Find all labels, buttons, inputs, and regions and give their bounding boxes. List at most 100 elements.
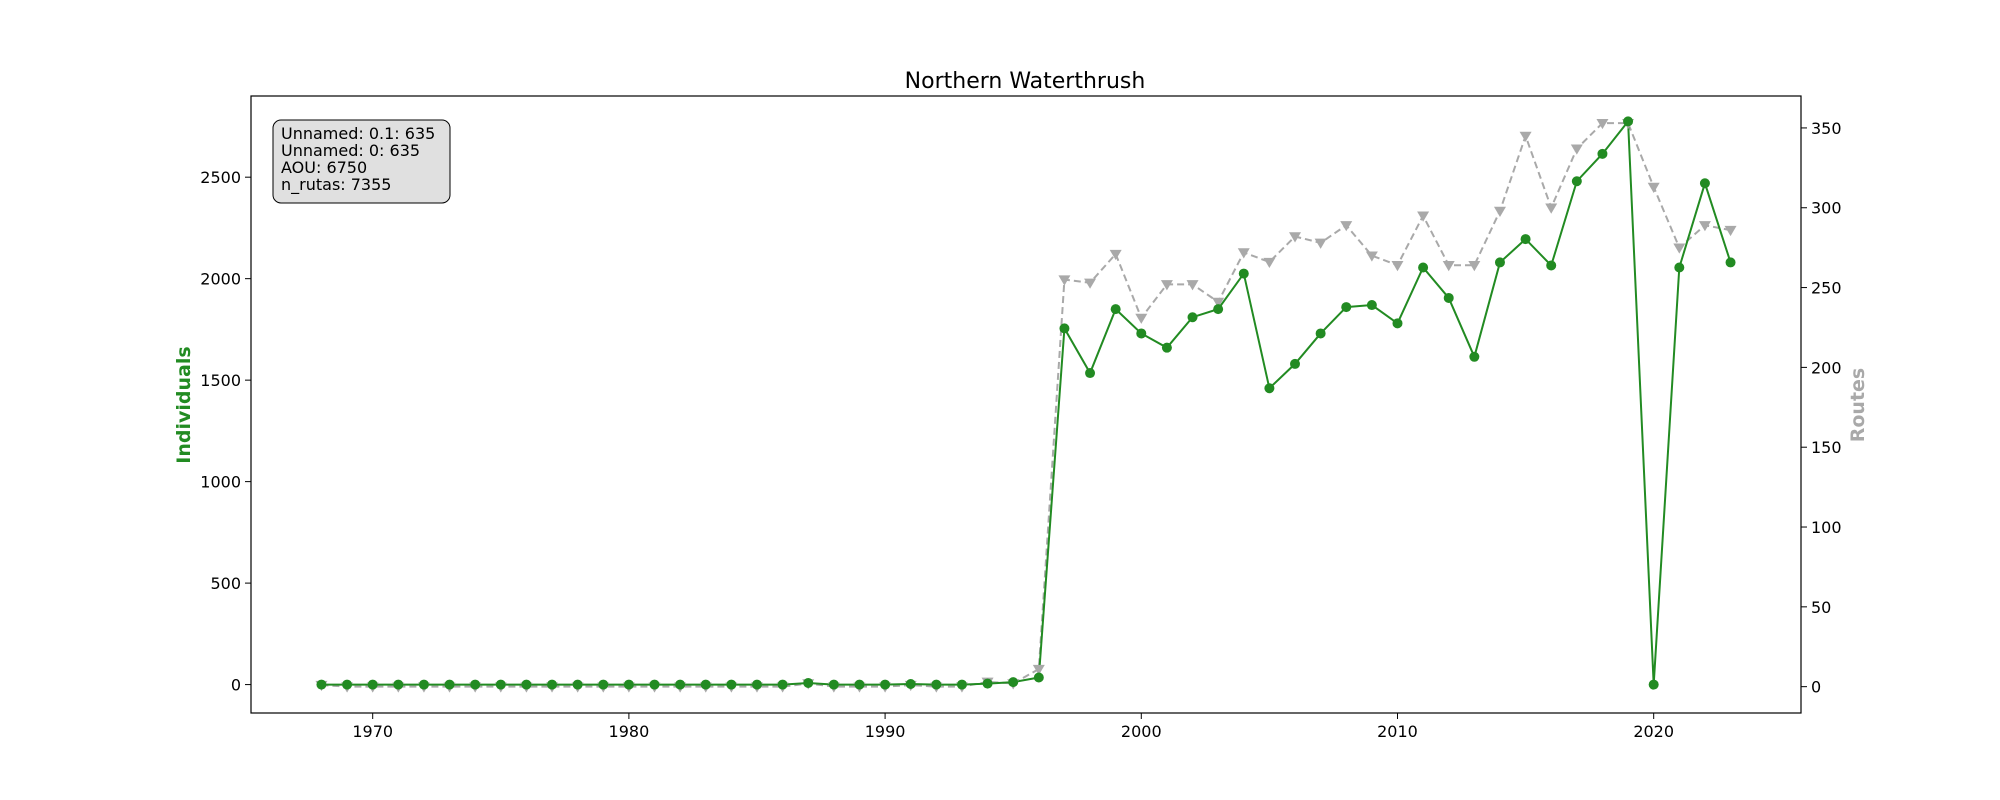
routes-marker <box>1519 131 1532 142</box>
individuals-marker <box>931 679 942 690</box>
individuals-marker <box>418 679 429 690</box>
individuals-marker <box>751 679 762 690</box>
individuals-marker <box>1008 677 1019 688</box>
individuals-marker <box>342 679 353 690</box>
routes-marker <box>1084 278 1097 289</box>
individuals-marker <box>547 679 558 690</box>
individuals-marker <box>1110 304 1121 315</box>
individuals-marker <box>1674 262 1685 273</box>
y-axis-left: 0 500 1000 1500 2000 2500 <box>200 168 251 695</box>
routes-marker <box>1135 313 1148 324</box>
y-left-tick-label: 2000 <box>200 270 241 289</box>
individuals-marker <box>1699 178 1710 189</box>
individuals-marker <box>1366 300 1377 311</box>
routes-marker <box>1724 225 1737 237</box>
y-right-tick-label: 150 <box>1811 438 1842 457</box>
individuals-marker <box>1443 292 1454 303</box>
routes-marker <box>1237 248 1250 259</box>
individuals-marker <box>1213 304 1224 315</box>
routes-marker <box>1365 251 1378 262</box>
routes-marker <box>1314 238 1327 249</box>
y-right-tick-label: 350 <box>1811 119 1842 138</box>
routes-marker <box>1468 261 1481 272</box>
routes-marker <box>1596 118 1609 130</box>
individuals-marker <box>1494 257 1505 268</box>
routes-marker <box>1340 221 1353 232</box>
info-line-unnamed-0: Unnamed: 0: 635 <box>281 141 420 160</box>
y-axis-left-label: Individuals <box>173 346 195 463</box>
individuals-marker <box>675 679 686 690</box>
routes-marker <box>1673 243 1686 254</box>
x-tick-label: 2020 <box>1633 722 1674 741</box>
x-axis: 1970 1980 1990 2000 2010 2020 <box>352 713 1674 741</box>
individuals-line <box>321 118 1732 686</box>
y-right-tick-label: 100 <box>1811 518 1842 537</box>
individuals-marker <box>1315 328 1326 339</box>
y-right-tick-label: 0 <box>1811 678 1821 697</box>
individuals-marker <box>1264 383 1275 394</box>
y-left-tick-label: 2500 <box>200 168 241 187</box>
routes-marker <box>1032 664 1045 676</box>
individuals-marker <box>828 679 839 690</box>
individuals-marker <box>1238 268 1249 279</box>
individuals-marker <box>1520 234 1531 245</box>
routes-marker <box>1391 261 1404 272</box>
individuals-marker <box>726 679 737 690</box>
individuals-marker <box>1725 257 1736 268</box>
info-line-aou: AOU: 6750 <box>281 158 367 177</box>
y-right-tick-label: 300 <box>1811 199 1842 218</box>
individuals-marker <box>1623 116 1634 127</box>
individuals-marker <box>316 679 327 690</box>
individuals-marker <box>956 679 967 690</box>
individuals-marker <box>649 679 660 690</box>
routes-marker <box>1698 221 1711 232</box>
y-axis-right-label: Routes <box>1847 368 1869 443</box>
routes-marker <box>1570 144 1583 155</box>
routes-marker <box>1160 280 1173 291</box>
routes-marker <box>1442 261 1455 272</box>
routes-line <box>321 122 1731 688</box>
individuals-marker <box>982 678 993 689</box>
individuals-marker <box>1033 672 1044 683</box>
info-line-n-rutas: n_rutas: 7355 <box>281 175 391 195</box>
individuals-marker <box>1187 312 1198 323</box>
individuals-marker <box>393 679 404 690</box>
y-right-tick-label: 250 <box>1811 279 1842 298</box>
individuals-marker <box>700 679 711 690</box>
y-left-tick-label: 1500 <box>200 371 241 390</box>
individuals-marker <box>1161 342 1172 353</box>
routes-marker <box>1058 275 1071 286</box>
routes-marker <box>1263 257 1276 269</box>
individuals-marker <box>1085 368 1096 379</box>
info-box: Unnamed: 0.1: 635 Unnamed: 0: 635 AOU: 6… <box>272 119 451 204</box>
individuals-marker <box>623 679 634 690</box>
individuals-marker <box>470 679 481 690</box>
chart-title: Northern Waterthrush <box>905 69 1146 94</box>
routes-marker <box>1212 297 1225 308</box>
individuals-marker <box>367 679 378 690</box>
y-right-tick-label: 50 <box>1811 598 1831 617</box>
individuals-marker <box>777 679 788 690</box>
routes-marker <box>1289 232 1302 243</box>
individuals-marker <box>1469 351 1480 362</box>
routes-marker <box>1647 182 1660 193</box>
info-line-unnamed-0-1: Unnamed: 0.1: 635 <box>281 124 435 143</box>
individuals-marker <box>1418 262 1429 273</box>
individuals-marker <box>444 679 455 690</box>
routes-marker <box>1186 280 1199 291</box>
y-left-tick-label: 500 <box>210 574 241 593</box>
routes-marker <box>1417 211 1430 222</box>
x-tick-label: 2000 <box>1121 722 1162 741</box>
y-left-tick-label: 1000 <box>200 473 241 492</box>
individuals-marker <box>495 679 506 690</box>
x-tick-label: 1980 <box>609 722 650 741</box>
info-box-background <box>272 119 451 204</box>
x-tick-label: 1970 <box>352 722 393 741</box>
individuals-marker <box>521 679 532 690</box>
individuals-marker <box>1059 323 1070 334</box>
individuals-marker <box>598 679 609 690</box>
individuals-marker <box>1136 328 1147 339</box>
individuals-marker <box>905 678 916 689</box>
